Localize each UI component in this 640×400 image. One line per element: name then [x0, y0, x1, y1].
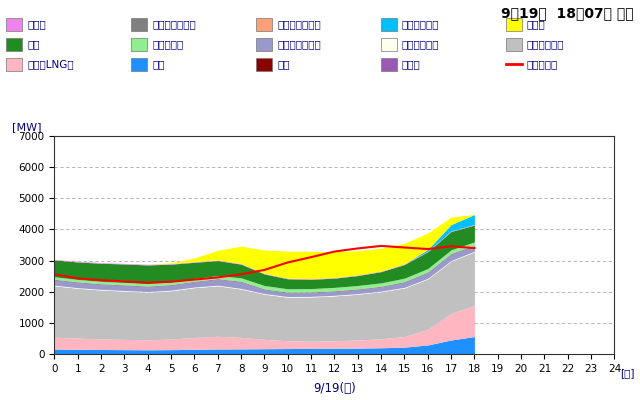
- Text: その他: その他: [28, 20, 46, 30]
- Text: 地熱: 地熱: [277, 60, 290, 70]
- Text: 風力: 風力: [28, 39, 40, 49]
- Text: 揚水（発電）: 揚水（発電）: [402, 20, 440, 30]
- Text: 水力: 水力: [152, 60, 165, 70]
- Text: 太陽光: 太陽光: [527, 20, 545, 30]
- Text: バイオマス: バイオマス: [152, 39, 184, 49]
- Text: 蓄電池（放電）: 蓄電池（放電）: [277, 20, 321, 30]
- Text: 火力（その他）: 火力（その他）: [277, 39, 321, 49]
- Text: 9/19(木): 9/19(木): [313, 382, 356, 395]
- Text: 連系線（受電）: 連系線（受電）: [152, 20, 196, 30]
- Text: 火力（LNG）: 火力（LNG）: [28, 60, 74, 70]
- Text: 火力（石油）: 火力（石油）: [402, 39, 440, 49]
- Text: エリア需要: エリア需要: [527, 60, 558, 70]
- Text: [MW]: [MW]: [12, 122, 42, 132]
- Text: 火力（石炭）: 火力（石炭）: [527, 39, 564, 49]
- Text: 原子力: 原子力: [402, 60, 420, 70]
- Text: [時]: [時]: [620, 368, 634, 378]
- Text: 9月19日  18時07分 更新: 9月19日 18時07分 更新: [501, 6, 634, 20]
